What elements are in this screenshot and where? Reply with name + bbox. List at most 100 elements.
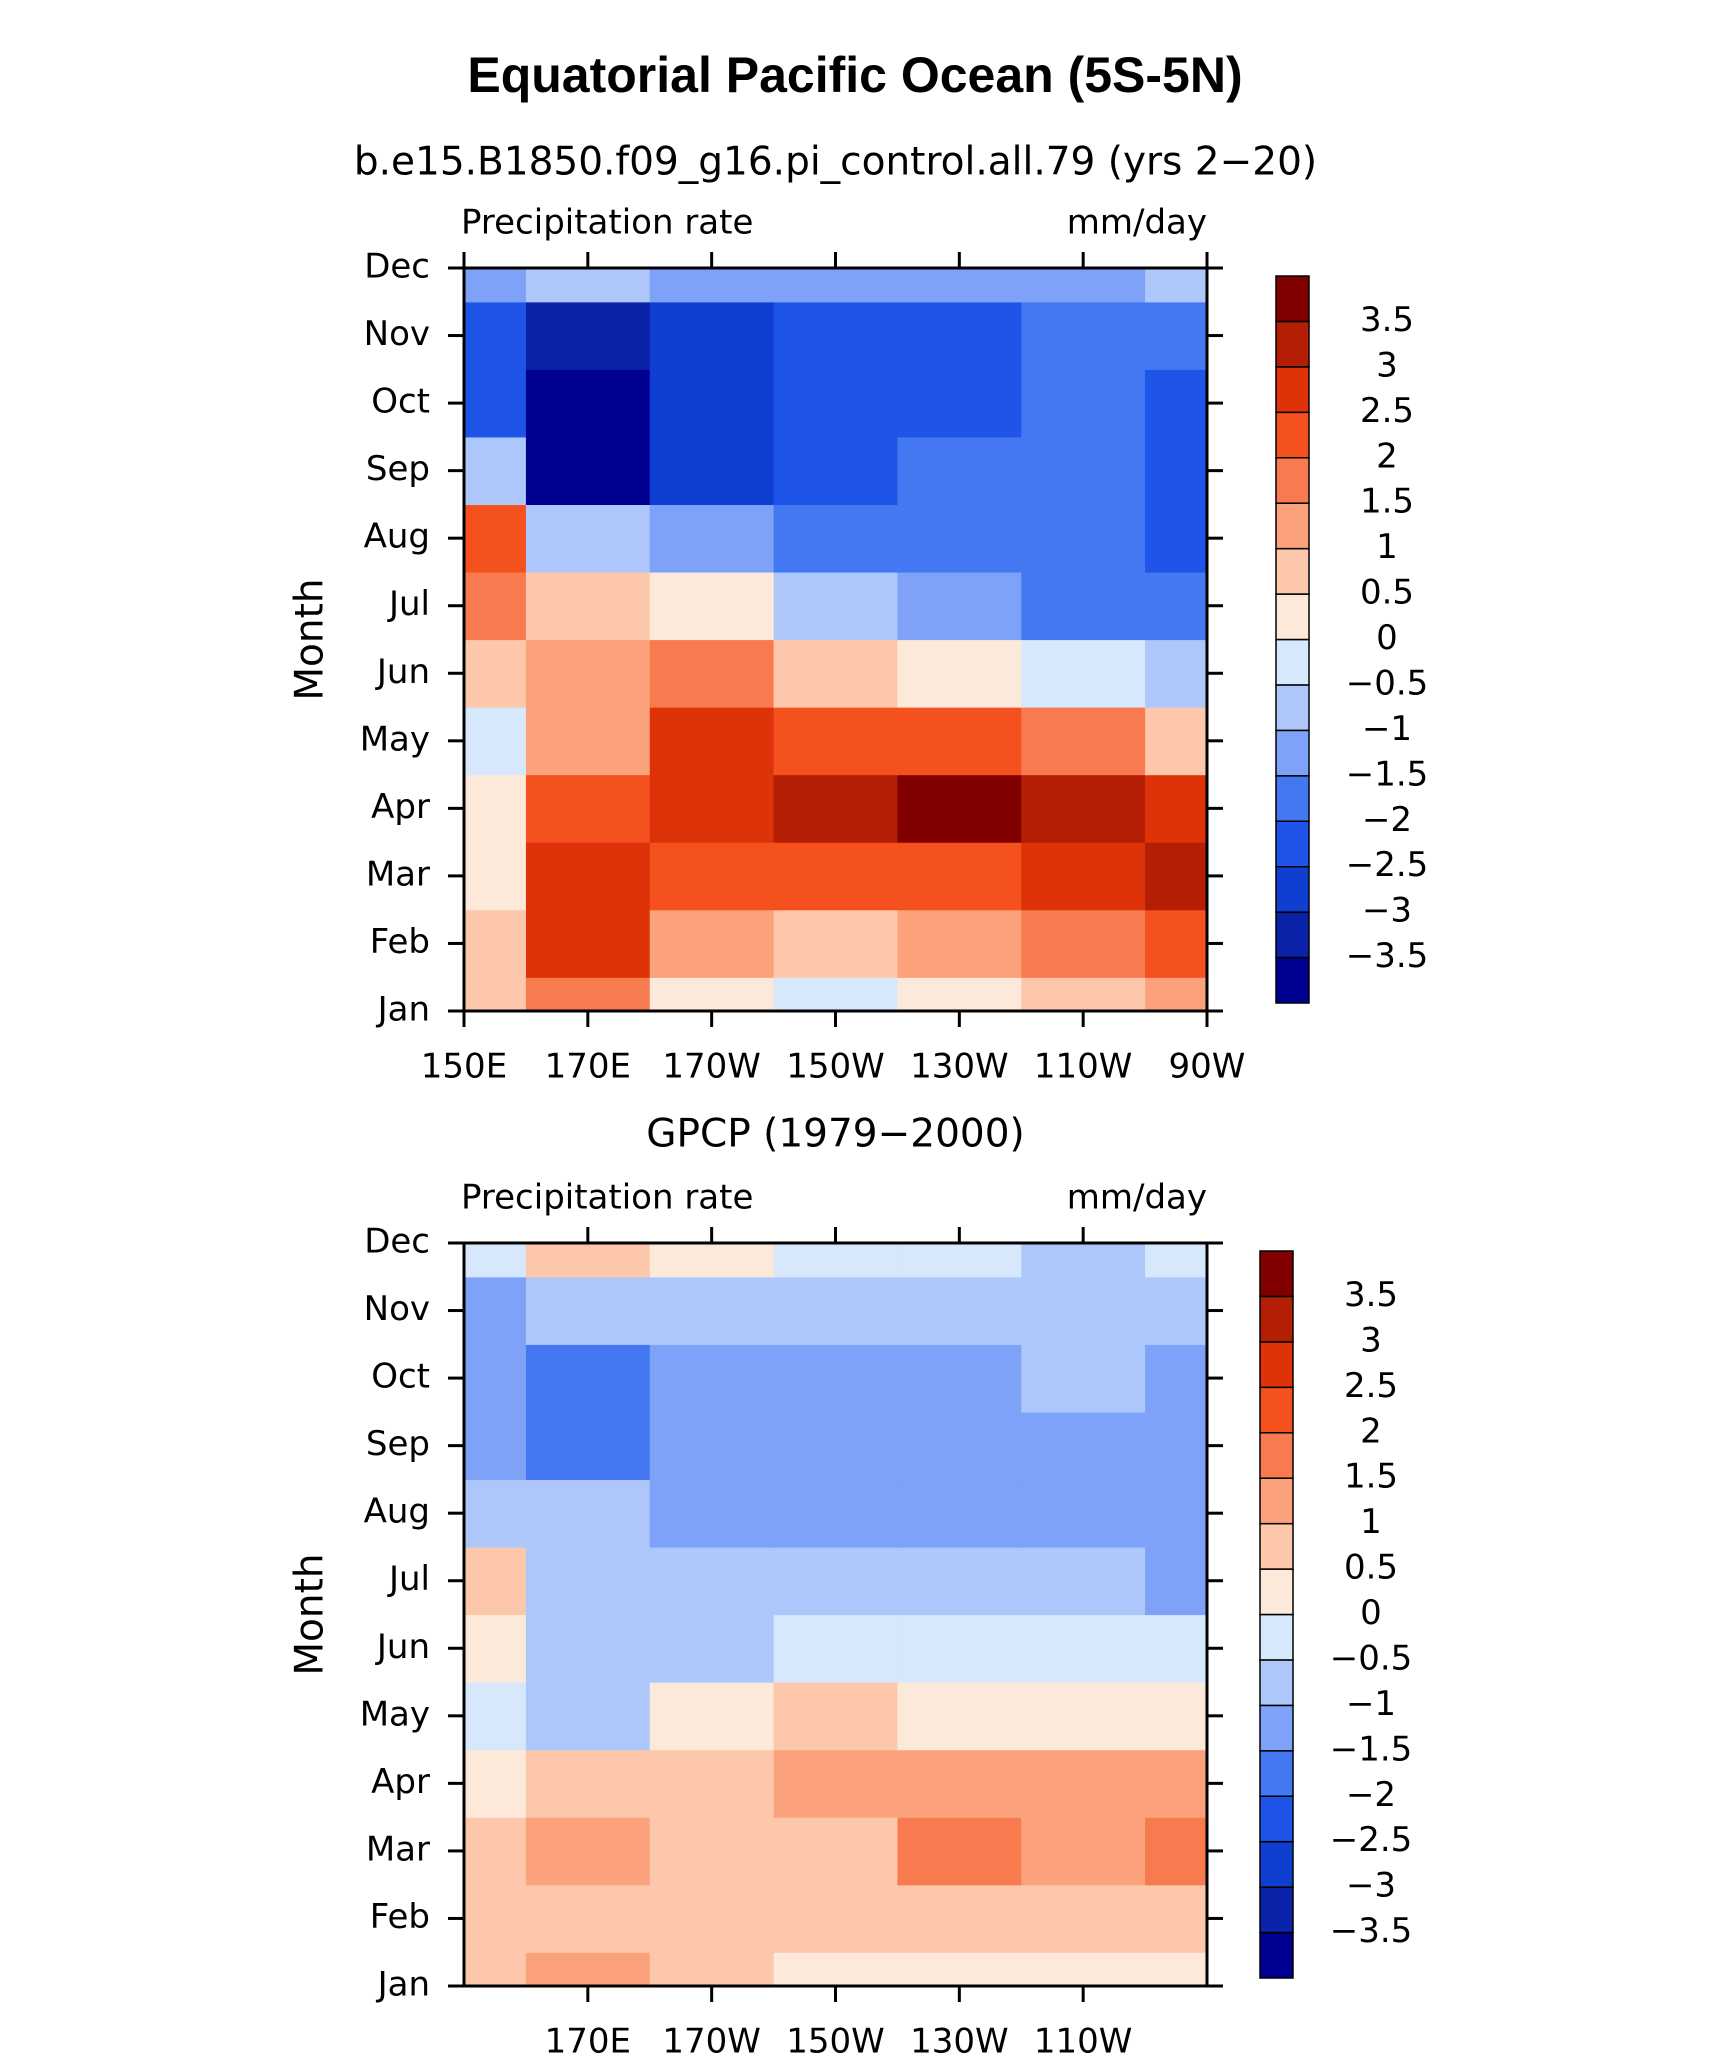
contour-cell <box>897 1411 1022 1481</box>
contour-cell <box>649 504 775 573</box>
contour-cell <box>649 1614 775 1683</box>
colorbar-box <box>1259 1432 1294 1479</box>
contour-cell <box>897 436 1022 506</box>
contour-cell <box>525 1243 651 1278</box>
contour-cell <box>773 1682 899 1751</box>
colorbar-box <box>1275 275 1310 323</box>
colorbar-box <box>1275 547 1310 595</box>
colorbar-label: 1 <box>1360 1502 1382 1542</box>
contour-cell <box>649 1884 775 1953</box>
contour-cell <box>773 1411 899 1481</box>
contour-cell <box>1145 369 1207 438</box>
contour-cell <box>649 909 775 978</box>
contour-cell <box>464 1952 527 1986</box>
colorbar-box <box>1259 1250 1294 1298</box>
contour-cell <box>773 369 899 438</box>
contour-cell <box>525 1614 651 1683</box>
contour-cell <box>464 504 527 573</box>
colorbar-label: 3.5 <box>1344 1275 1398 1315</box>
colorbar-box <box>1259 1613 1294 1661</box>
colorbar-label: 2.5 <box>1344 1366 1398 1406</box>
contour-cell <box>1145 909 1207 978</box>
contour-cell <box>525 1546 651 1616</box>
colorbar-box <box>1275 638 1310 686</box>
colorbar-box <box>1259 1522 1294 1570</box>
right-label: mm/day <box>1067 203 1207 243</box>
colorbar-label: −3.5 <box>1330 1911 1413 1951</box>
figure-title: Equatorial Pacific Ocean (5S-5N) <box>467 47 1242 103</box>
contour-cell <box>1145 1276 1207 1345</box>
colorbar-label: −2 <box>1346 1775 1396 1815</box>
contour-cell <box>773 909 899 978</box>
contour-cell <box>525 977 651 1011</box>
colorbar-label: −2.5 <box>1346 845 1429 885</box>
contour-cell <box>464 1614 527 1683</box>
contour-cell <box>1145 571 1207 641</box>
contour-cell <box>773 1243 899 1278</box>
contour-cell <box>897 1682 1022 1751</box>
contour-cell <box>773 436 899 506</box>
contour-cell <box>897 1546 1022 1616</box>
contour-cell <box>773 1884 899 1953</box>
contour-cell <box>1021 707 1146 776</box>
contour-cell <box>649 1546 775 1616</box>
contour-cell <box>897 268 1022 303</box>
colorbar-label: −0.5 <box>1346 663 1429 703</box>
contour-cell <box>525 1884 651 1953</box>
contour-cell <box>1021 369 1146 438</box>
contour-cell <box>649 639 775 708</box>
colorbar-box <box>1275 593 1310 641</box>
contour-cell <box>525 268 651 303</box>
y-tick-label: Nov <box>364 1289 430 1329</box>
contour-cell <box>1145 1479 1207 1548</box>
contour-cell <box>897 1344 1022 1413</box>
colorbar-box <box>1259 1840 1294 1888</box>
contour-cell <box>897 504 1022 573</box>
contour-cell <box>1145 301 1207 370</box>
contour-cell <box>773 707 899 776</box>
contour-cell <box>1021 909 1146 978</box>
contour-cell <box>464 268 527 303</box>
contour-cell <box>525 504 651 573</box>
contour-cell <box>464 1479 527 1548</box>
colorbar-label: 1.5 <box>1360 482 1414 522</box>
contour-cell <box>897 301 1022 370</box>
contour-cell <box>1021 1479 1146 1548</box>
contour-cell <box>1145 1682 1207 1751</box>
y-tick-label: Jul <box>387 584 430 624</box>
contour-cell <box>773 1546 899 1616</box>
contour-cell <box>897 369 1022 438</box>
contour-cell <box>525 1952 651 1986</box>
contour-cell <box>1145 1546 1207 1616</box>
y-tick-label: May <box>360 719 430 759</box>
contour-cell <box>525 436 651 506</box>
contour-cell <box>464 909 527 978</box>
y-tick-label: Aug <box>364 1492 430 1532</box>
contour-cell <box>464 1411 527 1481</box>
contour-cell <box>1021 301 1146 370</box>
colorbar-box <box>1275 865 1310 913</box>
colorbar-box <box>1275 320 1310 368</box>
colorbar-label: 0 <box>1360 1593 1382 1633</box>
contour-cell <box>525 639 651 708</box>
y-tick-label: Apr <box>371 1762 430 1802</box>
colorbar-label: 0 <box>1376 618 1398 658</box>
contour-cell <box>525 1276 651 1345</box>
contour-cell <box>464 1749 527 1818</box>
contour-cell <box>649 977 775 1011</box>
contour-cell <box>1145 977 1207 1011</box>
x-tick-label: 170W <box>662 1047 761 1087</box>
y-tick-label: Aug <box>364 517 430 557</box>
contour-cell <box>1021 774 1146 843</box>
contour-cell <box>773 1614 899 1683</box>
colorbar-box <box>1275 820 1310 868</box>
colorbar-box <box>1259 1704 1294 1752</box>
x-tick-label: 130W <box>910 2022 1009 2062</box>
colorbar-box <box>1275 502 1310 550</box>
contour-cell <box>773 1479 899 1548</box>
contour-cell <box>649 1243 775 1278</box>
contour-cell <box>1021 1749 1146 1818</box>
contour-cell <box>525 571 651 641</box>
contour-cell <box>464 369 527 438</box>
contour-cell <box>773 639 899 708</box>
